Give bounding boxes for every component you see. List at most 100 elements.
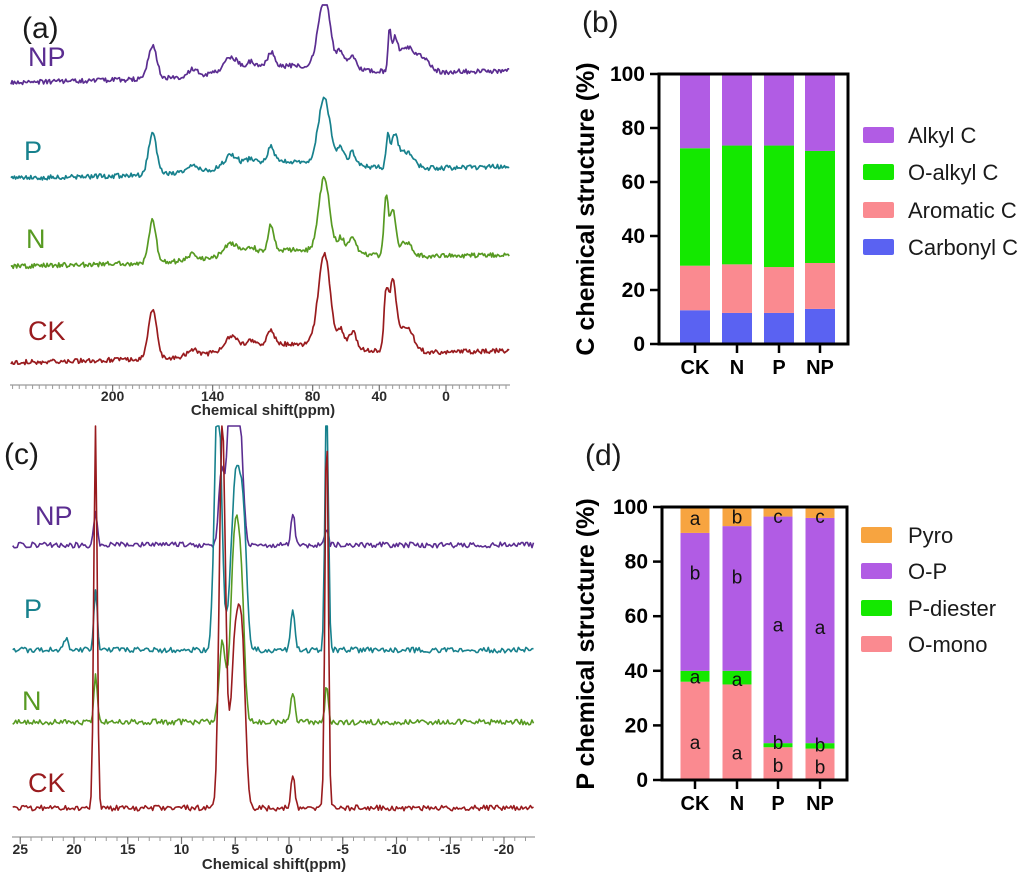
bar-segment-O-alkyl C-N — [722, 145, 752, 265]
panel-c-31p-spectra: 25 20 15 10 5 0 -5 -10 -15 -20 NP P N CK (c) Chemica… — [4, 425, 535, 873]
panel-b-bars — [680, 74, 835, 344]
y-axis-tick-label: 60 — [622, 171, 645, 194]
panel-c-label: (c) — [4, 438, 39, 471]
spectrum-trace-NP — [10, 4, 510, 86]
sig-letter-O-P-P: a — [773, 615, 784, 636]
trace-label-P: P — [24, 594, 42, 624]
legend-label-Aromatic C: Aromatic C — [908, 198, 1017, 223]
bar-segment-Alkyl C-N — [722, 74, 752, 146]
panel-d-yaxis-title: P chemical structure (%) — [572, 498, 600, 789]
x-axis-tick-label: 25 — [12, 841, 28, 857]
panel-b-yaxis-title: C chemical structure (%) — [572, 62, 600, 355]
legend-swatch-Carbonyl C — [863, 239, 894, 255]
sig-letter-P-diester-N: a — [732, 670, 743, 691]
bar-segment-Pyro-NP — [805, 507, 835, 518]
bar-segment-Carbonyl C-P — [764, 312, 794, 344]
bar-segment-Carbonyl C-N — [722, 312, 752, 344]
legend-swatch-O-P — [861, 563, 892, 579]
category-label-CK: CK — [681, 357, 710, 379]
bar-segment-O-P-CK — [680, 532, 710, 671]
bar-segment-Alkyl C-NP — [805, 74, 835, 151]
plot-frame — [660, 505, 849, 782]
legend-label-Carbonyl C: Carbonyl C — [908, 235, 1018, 260]
legend-swatch-O-alkyl C — [863, 164, 894, 180]
spectrum-trace-CK — [12, 425, 534, 812]
legend-swatch-Aromatic C — [863, 202, 894, 218]
legend-label-O-mono: O-mono — [908, 632, 987, 657]
x-axis-tick-label: 10 — [174, 841, 190, 857]
y-axis-tick-label: 0 — [636, 769, 648, 792]
sig-letter-O-mono-NP: b — [815, 757, 826, 778]
bar-segment-P-diester-P — [763, 743, 793, 748]
y-axis-tick-label: 60 — [625, 605, 648, 628]
bar-segment-Aromatic C-CK — [680, 265, 710, 311]
spectrum-trace-P — [10, 96, 510, 181]
trace-label-NP: NP — [28, 42, 66, 72]
panel-a-traces — [10, 4, 510, 366]
panel-d-legend: Pyro O-P P-diester O-mono — [861, 523, 996, 657]
spectrum-trace-P — [12, 425, 534, 654]
spectrum-trace-CK — [10, 251, 510, 366]
y-axis-tick-label: 80 — [625, 551, 648, 574]
sig-letter-O-mono-CK: a — [690, 733, 701, 754]
sig-letter-O-mono-N: a — [732, 744, 743, 765]
trace-label-CK: CK — [28, 768, 66, 798]
panel-a-13c-spectra: 200 140 80 40 0 NP P N CK (a) Chemical shift(pp… — [10, 4, 510, 419]
trace-label-N: N — [26, 224, 46, 254]
panel-c-xaxis-title: Chemical shift(ppm) — [202, 856, 346, 873]
sig-letter-P-diester-NP: b — [815, 736, 826, 757]
category-label-P: P — [771, 793, 784, 815]
bar-segment-Alkyl C-P — [764, 74, 794, 146]
x-axis-tick-label: -20 — [494, 841, 514, 857]
bar-segment-Carbonyl C-CK — [680, 310, 710, 344]
trace-label-NP: NP — [35, 501, 73, 531]
y-axis-tick-label: 20 — [622, 279, 645, 302]
x-axis-tick-label: 20 — [66, 841, 82, 857]
x-axis-tick-label: -5 — [337, 841, 350, 857]
sig-letter-Pyro-NP: c — [815, 507, 825, 528]
bar-segment-P-diester-CK — [680, 670, 710, 682]
sig-letter-P-diester-P: b — [773, 733, 784, 754]
x-axis-tick-label: -10 — [386, 841, 406, 857]
panel-b-legend: Alkyl C O-alkyl C Aromatic C Carbonyl C — [863, 123, 1018, 260]
plot-frame — [657, 72, 850, 346]
panel-c-traces — [12, 425, 535, 812]
bar-segment-O-mono-NP — [805, 748, 835, 780]
x-axis-tick-label: 200 — [101, 388, 125, 404]
bar-segment-O-mono-P — [763, 747, 793, 780]
y-axis-tick-label: 100 — [613, 496, 648, 519]
category-label-CK: CK — [681, 793, 710, 815]
panel-b-label: (b) — [582, 6, 619, 39]
x-axis-tick-label: 5 — [231, 841, 239, 857]
bar-segment-O-P-N — [722, 526, 752, 671]
bar-segment-Pyro-P — [763, 507, 793, 517]
sig-letter-P-diester-CK: a — [690, 667, 701, 688]
sig-letter-O-P-N: b — [732, 568, 743, 589]
bar-segment-Aromatic C-NP — [805, 263, 835, 309]
legend-swatch-O-mono — [861, 636, 892, 652]
panel-a-xaxis-title: Chemical shift(ppm) — [191, 402, 335, 419]
panel-a-label: (a) — [22, 12, 59, 45]
bar-segment-Aromatic C-N — [722, 264, 752, 313]
category-label-P: P — [772, 357, 785, 379]
y-axis-tick-label: 40 — [622, 225, 645, 248]
legend-swatch-P-diester — [861, 600, 892, 616]
bar-segment-O-alkyl C-CK — [680, 148, 710, 266]
x-axis-tick-label: 80 — [305, 388, 321, 404]
category-label-NP: NP — [806, 357, 834, 379]
y-axis-tick-label: 0 — [633, 333, 645, 356]
bar-segment-O-mono-CK — [680, 681, 710, 780]
bar-segment-Alkyl C-CK — [680, 74, 710, 149]
bar-segment-P-diester-NP — [805, 743, 835, 749]
panel-c-x-axis: 25 20 15 10 5 0 -5 -10 -15 -20 — [12, 836, 535, 857]
bar-segment-P-diester-N — [722, 670, 752, 685]
trace-label-N: N — [22, 686, 42, 716]
x-axis-tick-label: 140 — [201, 388, 225, 404]
bar-segment-O-alkyl C-NP — [805, 150, 835, 263]
category-label-NP: NP — [806, 793, 834, 815]
sig-letter-Pyro-N: b — [732, 508, 743, 529]
y-axis-tick-label: 80 — [622, 117, 645, 140]
